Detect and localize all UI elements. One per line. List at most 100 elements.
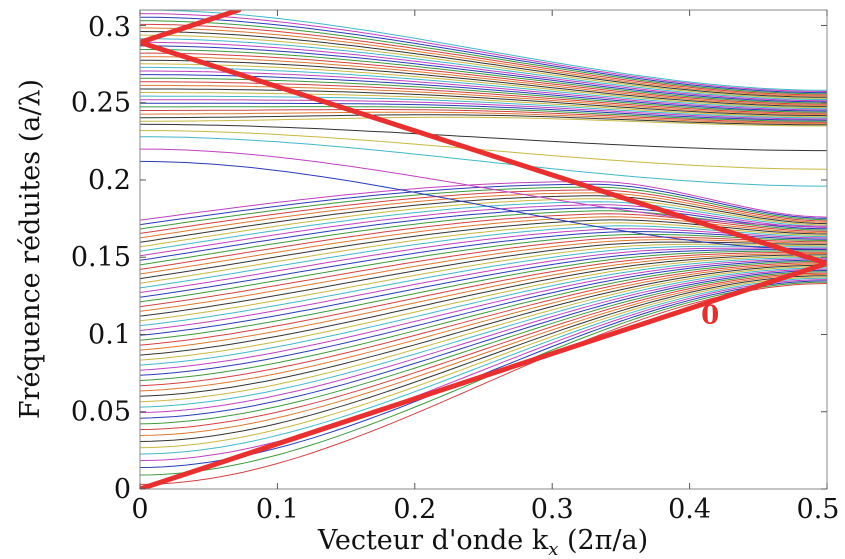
band-line	[140, 192, 827, 239]
x-tick-label: 0.5	[797, 494, 840, 525]
band-line	[140, 207, 827, 261]
annotation-label: 0	[701, 301, 719, 331]
x-tick-label: 0.2	[393, 494, 436, 525]
band-line	[140, 245, 827, 327]
band-line	[140, 204, 827, 257]
band-line	[140, 13, 827, 92]
band-line	[140, 81, 827, 114]
band-line	[140, 102, 827, 121]
band-line	[140, 130, 827, 170]
band-line	[140, 231, 827, 298]
band-line	[140, 251, 827, 346]
band-line	[140, 136, 827, 187]
band-line	[140, 195, 827, 243]
band-line	[140, 250, 827, 341]
band-line	[140, 186, 827, 230]
axis-ticks	[139, 10, 828, 490]
highlight-overlay	[140, 10, 827, 489]
band-line	[140, 70, 827, 111]
y-tick-label: 0.3	[88, 12, 131, 43]
band-line	[140, 123, 827, 152]
band-line	[140, 116, 827, 127]
band-line	[140, 88, 827, 117]
band-line	[140, 160, 827, 250]
band-line	[140, 267, 827, 408]
band-line	[140, 27, 827, 97]
overlay-line	[140, 10, 827, 489]
band-line	[140, 38, 827, 100]
band-line	[140, 201, 827, 252]
y-tick-label: 0.1	[88, 319, 131, 350]
tick-labels: 0 0.1 0.2 0.3 0.4 0.5 0 0.05 0.1 0.15 0.2 0.25 0.3	[71, 12, 840, 525]
band-line	[140, 236, 827, 308]
band-line	[140, 273, 827, 436]
band-line	[140, 56, 827, 106]
x-tick-label: 0.4	[668, 494, 711, 525]
band-line	[140, 249, 827, 336]
band-line	[140, 49, 827, 104]
band-line	[140, 270, 827, 419]
band-line	[140, 52, 827, 105]
band-line	[140, 95, 827, 119]
y-tick-label: 0.05	[71, 397, 131, 428]
band-line	[140, 241, 827, 317]
band-line	[140, 99, 827, 120]
y-tick-label: 0.25	[71, 88, 131, 119]
band-line	[140, 262, 827, 387]
band-line	[140, 16, 827, 94]
band-line	[140, 63, 827, 108]
band-line	[140, 239, 827, 312]
x-tick-label: 0.1	[256, 494, 299, 525]
x-tick-label: 0	[131, 494, 148, 525]
band-line	[140, 259, 827, 376]
y-tick-label: 0.2	[88, 165, 131, 196]
band-line	[140, 268, 827, 414]
band-line	[140, 66, 827, 110]
band-line	[140, 106, 827, 122]
band-line	[140, 189, 827, 234]
band-line	[140, 247, 827, 331]
band-line	[140, 271, 827, 425]
band-line	[140, 59, 827, 107]
band-line	[140, 111, 827, 125]
band-line	[140, 253, 827, 351]
band-line	[140, 258, 827, 371]
band-line	[140, 114, 827, 126]
band-line	[140, 210, 827, 266]
band-line	[140, 266, 827, 403]
band-line	[140, 228, 827, 293]
band-line	[140, 272, 827, 431]
band-line	[140, 92, 827, 118]
y-tick-label: 0.15	[71, 242, 131, 273]
band-line	[140, 277, 827, 455]
band-line	[140, 213, 827, 270]
band-line	[140, 276, 827, 449]
band-line	[140, 263, 827, 392]
band-line	[140, 84, 827, 115]
band-line	[140, 233, 827, 303]
band-line	[140, 198, 827, 248]
band-line	[140, 148, 827, 227]
band-line	[140, 256, 827, 366]
band-line	[140, 74, 827, 112]
band-line	[140, 260, 827, 381]
band-line	[140, 243, 827, 322]
y-axis-label: Fréquence réduites (a/λ)	[15, 79, 46, 419]
band-line	[140, 279, 827, 462]
band-line	[140, 23, 827, 96]
band-line	[140, 275, 827, 442]
band-line	[140, 180, 827, 221]
y-tick-label: 0	[114, 474, 131, 505]
band-line	[140, 109, 827, 123]
band-line	[140, 20, 827, 95]
x-tick-label: 0.3	[531, 494, 574, 525]
band-line	[140, 45, 827, 103]
band-line	[140, 264, 827, 397]
plot-frame	[139, 9, 828, 490]
band-line	[140, 254, 827, 356]
band-line	[140, 31, 827, 98]
band-line	[140, 34, 827, 99]
band-line	[140, 41, 827, 102]
